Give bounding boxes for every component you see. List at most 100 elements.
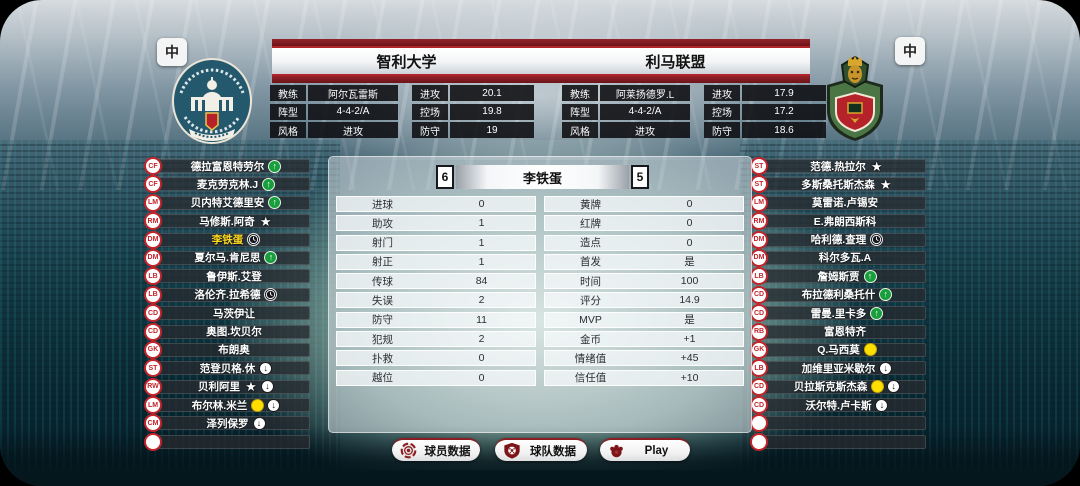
position-badge: ST (750, 157, 768, 175)
roster-row[interactable]: CD 布拉德利桑托什 ↑ (750, 285, 926, 304)
player-stat-value: 0 (686, 217, 693, 230)
player-name: 富恩特齐 (824, 326, 866, 339)
yellow-card-icon (251, 398, 265, 412)
play-label: Play (644, 444, 669, 457)
player-status-icons: ↓ (871, 380, 901, 394)
team-stat-value: 4-4-2/A (308, 103, 398, 120)
player-name: 沃尔特.卢卡斯 (805, 399, 872, 412)
player-stat-value: 是 (684, 314, 695, 327)
player-name: 范登贝格.休 (199, 362, 256, 375)
team-rating-value: 19.8 (450, 103, 534, 120)
position-badge: CF (144, 157, 162, 175)
roster-row[interactable]: CM 泽列保罗 ↓ (144, 414, 310, 433)
roster-row[interactable]: RM 马修斯.阿奇 ★ (144, 212, 310, 231)
player-name: 科尔多瓦.A (818, 252, 872, 265)
selected-player-name: 李铁蛋 (456, 165, 629, 189)
roster-row[interactable]: CD 贝拉斯克斯杰森 ↓ (750, 377, 926, 396)
roster-row[interactable]: ST 范德.热拉尔 ★ (750, 157, 926, 175)
roster-row[interactable]: ST 多斯桑托斯杰森 ★ (750, 175, 926, 194)
roster-row[interactable] (750, 414, 926, 433)
player-status-icons: ★ (259, 215, 273, 228)
player-stat-value: 2 (478, 294, 485, 307)
position-badge: LM (144, 193, 162, 212)
sub-out-icon: ↓ (252, 416, 266, 430)
player-stat-label: 防守 (372, 314, 394, 327)
clock-icon (247, 233, 261, 247)
sub-in-icon: ↑ (268, 159, 282, 173)
player-name: E.弗朗西斯科 (813, 215, 877, 228)
player-stat-label: 情绪值 (574, 352, 607, 365)
position-badge (750, 432, 768, 451)
roster-row[interactable]: LB 詹姆斯贾 ↑ (750, 267, 926, 286)
roster-row[interactable] (144, 432, 310, 451)
roster-row[interactable]: CF 德拉富恩特劳尔 ↑ (144, 157, 310, 175)
roster-row[interactable]: RB 富恩特齐 (750, 322, 926, 341)
position-badge: RM (750, 212, 768, 231)
player-stat-label: 越位 (372, 372, 394, 385)
player-stat-label: MVP (579, 313, 602, 326)
home-crest-icon (172, 58, 252, 144)
roster-row[interactable]: LM 布尔林.米兰 ↓ (144, 396, 310, 415)
roster-row[interactable]: GK 布朗奥 (144, 340, 310, 359)
roster-row[interactable]: CD 马茨伊让 (144, 304, 310, 323)
sub-in-icon: ↑ (879, 288, 893, 302)
roster-row[interactable]: DM 哈利德.查理 (750, 230, 926, 249)
roster-row[interactable]: LB 洛伦齐.拉希德 (144, 285, 310, 304)
roster-row[interactable]: CD 雷曼.里卡多 ↑ (750, 304, 926, 323)
roster-row[interactable]: CD 奥图.坎贝尔 (144, 322, 310, 341)
player-name: 李铁蛋 (211, 234, 244, 247)
roster-row[interactable]: ST 范登贝格.休 ↓ (144, 359, 310, 378)
player-data-button[interactable]: 球员数据 (392, 438, 480, 461)
player-stat-label: 信任值 (574, 372, 607, 385)
roster-row[interactable]: LB 鲁伊斯.艾登 (144, 267, 310, 286)
language-button-right[interactable]: 中 (895, 37, 925, 65)
roster-row[interactable]: LM 贝内特艾德里安 ↑ (144, 193, 310, 212)
roster-row[interactable]: CF 麦克劳克林.J ↑ (144, 175, 310, 194)
player-stat-row: 失误 2 (336, 292, 536, 309)
roster-row[interactable]: RW 贝利阿里 ★ ↓ (144, 377, 310, 396)
player-stat-label: 评分 (580, 294, 602, 307)
roster-row[interactable]: DM 科尔多瓦.A (750, 248, 926, 267)
home-score-box: 6 (436, 165, 454, 189)
player-name: 奥图.坎贝尔 (206, 326, 262, 339)
player-name: 雷曼.里卡多 (810, 307, 867, 320)
roster-row[interactable]: RM E.弗朗西斯科 (750, 212, 926, 231)
player-status-icons (264, 288, 278, 302)
roster-row[interactable]: GK Q.马西莫 (750, 340, 926, 359)
roster-row[interactable]: LB 加维里亚米歇尔 ↓ (750, 359, 926, 378)
roster-row[interactable]: LM 莫雷诺.卢锡安 (750, 193, 926, 212)
player-stat-row: 进球 0 (336, 196, 536, 212)
player-stats-icon (400, 442, 417, 459)
team-rating-value: 20.1 (450, 85, 534, 101)
player-name: 布拉德利桑托什 (801, 289, 876, 302)
roster-row[interactable]: DM 李铁蛋 (144, 230, 310, 249)
player-stat-label: 造点 (580, 237, 602, 250)
player-stat-row: 评分 14.9 (544, 292, 744, 309)
sub-in-icon: ↑ (863, 269, 877, 283)
position-badge: CM (144, 414, 162, 433)
team-stats-icon (504, 442, 520, 459)
sub-out-icon: ↓ (879, 361, 893, 375)
player-status-icons (863, 343, 877, 357)
team-stats-row: 风格 进攻 防守 18.6 (562, 122, 826, 138)
player-name: 马茨伊让 (213, 307, 255, 320)
player-stat-label: 时间 (580, 275, 602, 288)
player-stat-value: 11 (476, 313, 487, 326)
player-stat-value: 100 (680, 275, 699, 288)
language-button-left[interactable]: 中 (157, 38, 187, 66)
player-status-icons: ↓ (879, 361, 893, 375)
team-stat-label: 风格 (270, 122, 306, 138)
player-stat-value: 0 (478, 198, 485, 210)
roster-row[interactable] (750, 432, 926, 451)
player-stat-row: 扑救 0 (336, 350, 536, 367)
play-button[interactable]: Play (600, 438, 690, 461)
team-stats-row: 阵型 4-4-2/A 控场 19.8 (270, 103, 534, 120)
team-data-button[interactable]: 球队数据 (495, 438, 587, 461)
player-stat-value: +1 (683, 333, 696, 346)
player-stat-label: 传球 (372, 275, 394, 288)
roster-row[interactable]: DM 夏尔马.肯尼思 ↑ (144, 248, 310, 267)
roster-row[interactable]: CD 沃尔特.卢卡斯 ↓ (750, 396, 926, 415)
player-stat-row: 情绪值 +45 (544, 350, 744, 367)
player-stat-value: +10 (680, 371, 699, 384)
